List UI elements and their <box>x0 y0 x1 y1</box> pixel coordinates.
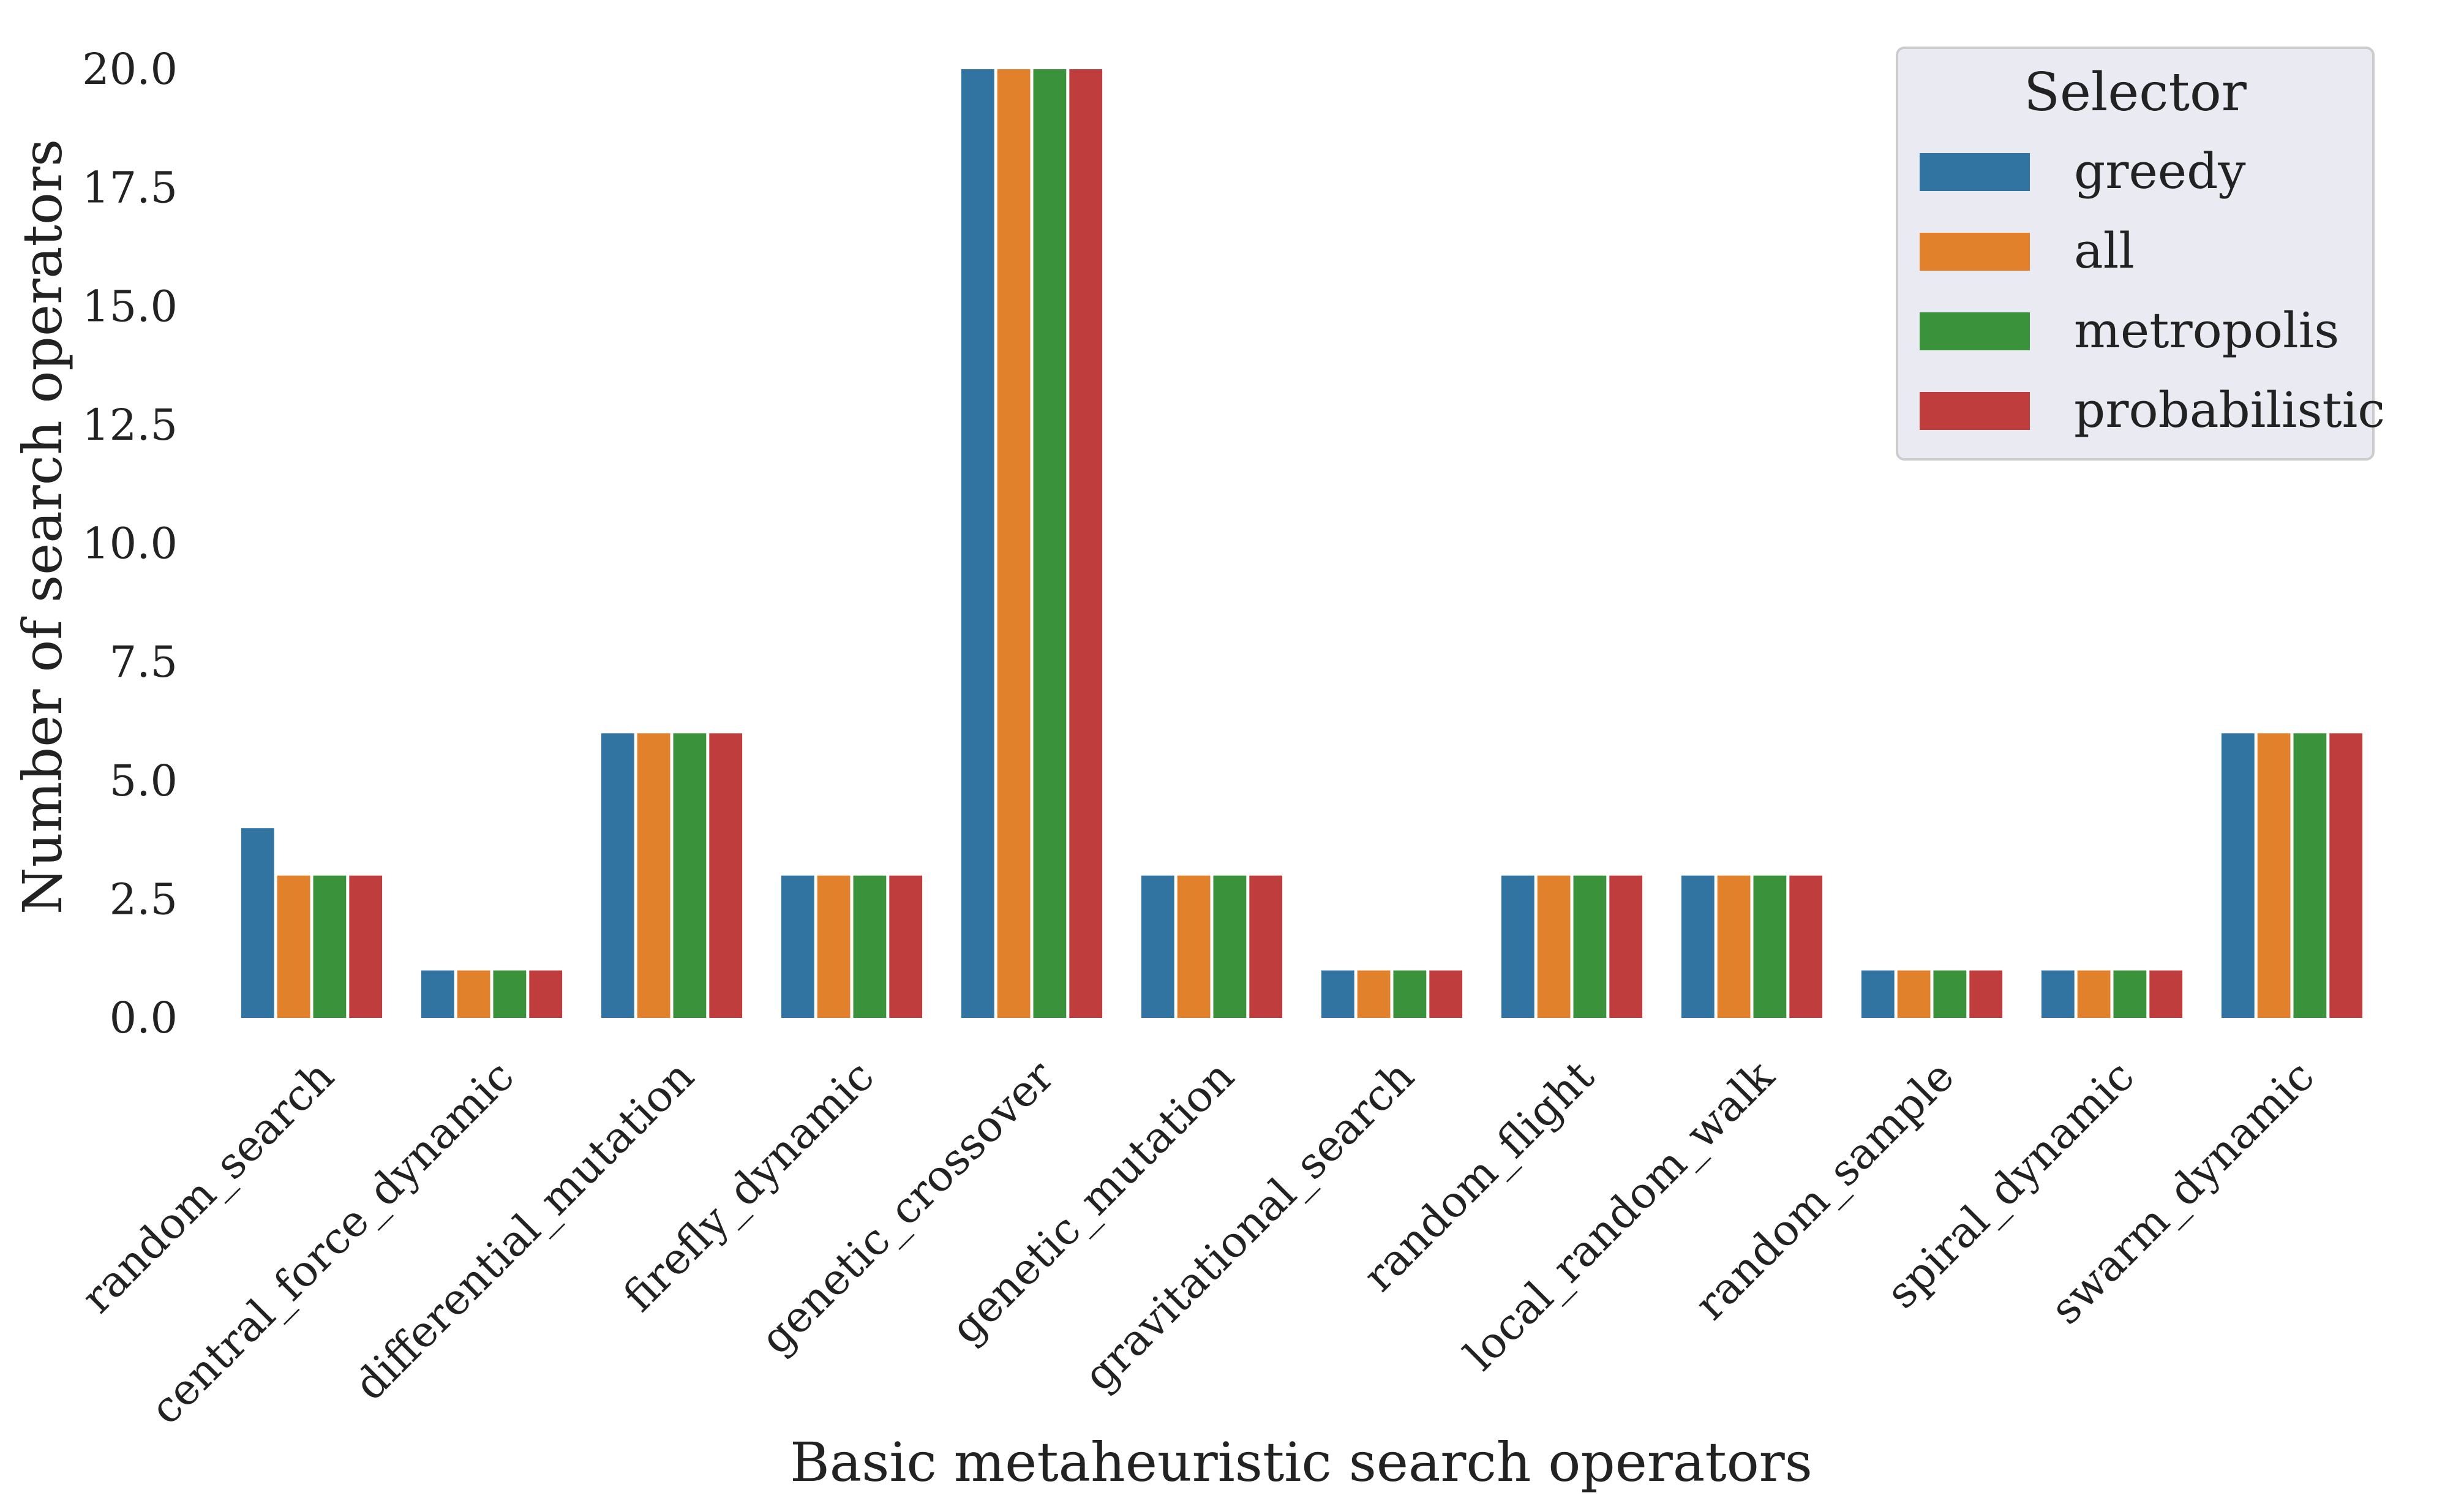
bar-probabilistic-central_force_dynamic <box>529 970 563 1018</box>
bar-metropolis-gravitational_search <box>1393 970 1427 1018</box>
y-axis-label: Number of search operators <box>11 139 74 914</box>
bar-metropolis-swarm_dynamic <box>2293 733 2327 1018</box>
bar-greedy-random_flight <box>1501 875 1534 1018</box>
y-tick-label: 10.0 <box>82 519 178 569</box>
bar-probabilistic-genetic_mutation <box>1249 875 1283 1018</box>
x-axis-ticks: random_searchcentral_force_dynamicdiffer… <box>72 1051 2324 1434</box>
legend-item-greedy[interactable]: greedy <box>1920 143 2246 200</box>
bar-metropolis-central_force_dynamic <box>493 970 527 1018</box>
y-tick-label: 20.0 <box>82 44 178 94</box>
bar-all-firefly_dynamic <box>817 875 851 1018</box>
bar-metropolis-differential_mutation <box>673 733 707 1018</box>
legend-frame <box>1896 47 2375 461</box>
bar-all-random_flight <box>1537 875 1571 1018</box>
bar-probabilistic-random_sample <box>1969 970 2003 1018</box>
bar-all-genetic_mutation <box>1177 875 1211 1018</box>
bar-greedy-local_random_walk <box>1681 875 1715 1018</box>
y-tick-label: 0.0 <box>110 993 178 1043</box>
x-tick-label: local_random_walk <box>1455 1051 1784 1380</box>
x-tick-label: central_force_dynamic <box>140 1051 524 1434</box>
bars-layer <box>241 69 2363 1018</box>
bar-all-random_search <box>277 875 310 1018</box>
bar-greedy-genetic_crossover <box>961 69 994 1018</box>
bar-metropolis-local_random_walk <box>1753 875 1787 1018</box>
bar-all-differential_mutation <box>637 733 670 1018</box>
legend-label-metropolis: metropolis <box>2074 302 2339 359</box>
bar-all-swarm_dynamic <box>2257 733 2291 1018</box>
bar-greedy-central_force_dynamic <box>421 970 454 1018</box>
y-tick-label: 15.0 <box>82 281 178 331</box>
bar-greedy-genetic_mutation <box>1141 875 1174 1018</box>
legend-swatch-metropolis <box>1920 312 2030 350</box>
bar-greedy-gravitational_search <box>1321 970 1354 1018</box>
bar-all-gravitational_search <box>1357 970 1391 1018</box>
y-tick-label: 12.5 <box>82 400 178 450</box>
bar-metropolis-spiral_dynamic <box>2113 970 2147 1018</box>
bar-probabilistic-gravitational_search <box>1429 970 1463 1018</box>
y-tick-label: 2.5 <box>110 874 178 924</box>
legend[interactable]: Selector greedy all metropolis probabilisti… <box>1896 47 2385 461</box>
legend-label-probabilistic: probabilistic <box>2074 382 2385 439</box>
x-tick-label: genetic_crossover <box>751 1051 1064 1364</box>
legend-swatch-probabilistic <box>1920 392 2030 430</box>
x-axis-label: Basic metaheuristic search operators <box>790 1431 1812 1494</box>
bar-metropolis-random_sample <box>1933 970 1967 1018</box>
bar-greedy-differential_mutation <box>601 733 634 1018</box>
bar-probabilistic-swarm_dynamic <box>2329 733 2363 1018</box>
bar-probabilistic-firefly_dynamic <box>889 875 923 1018</box>
y-tick-label: 7.5 <box>110 637 178 687</box>
legend-item-probabilistic[interactable]: probabilistic <box>1920 382 2385 439</box>
bar-metropolis-firefly_dynamic <box>853 875 887 1018</box>
bar-probabilistic-local_random_walk <box>1789 875 1823 1018</box>
y-axis-ticks: 0.0 2.5 5.0 7.5 10.0 12.5 15.0 17.5 20.0 <box>82 44 178 1043</box>
y-tick-label: 5.0 <box>110 756 178 806</box>
bar-probabilistic-genetic_crossover <box>1069 69 1103 1018</box>
legend-title: Selector <box>2024 62 2247 123</box>
bar-probabilistic-random_flight <box>1609 875 1643 1018</box>
x-tick-label: differential_mutation <box>345 1051 704 1410</box>
bar-all-spiral_dynamic <box>2077 970 2111 1018</box>
legend-label-greedy: greedy <box>2074 143 2246 200</box>
bar-all-local_random_walk <box>1717 875 1751 1018</box>
bar-all-central_force_dynamic <box>457 970 490 1018</box>
bar-greedy-spiral_dynamic <box>2041 970 2075 1018</box>
bar-all-random_sample <box>1897 970 1931 1018</box>
bar-all-genetic_crossover <box>997 69 1031 1018</box>
bar-metropolis-genetic_mutation <box>1213 875 1247 1018</box>
legend-label-all: all <box>2074 222 2135 279</box>
bar-probabilistic-differential_mutation <box>709 733 743 1018</box>
legend-swatch-greedy <box>1920 153 2030 191</box>
bar-metropolis-random_flight <box>1573 875 1607 1018</box>
legend-items: greedy all metropolis probabilistic <box>1920 143 2385 439</box>
bar-probabilistic-random_search <box>349 875 383 1018</box>
bar-greedy-swarm_dynamic <box>2221 733 2255 1018</box>
bar-greedy-random_search <box>241 828 274 1018</box>
bar-metropolis-random_search <box>313 875 347 1018</box>
x-tick-label: gravitational_search <box>1074 1051 1424 1401</box>
bar-probabilistic-spiral_dynamic <box>2149 970 2183 1018</box>
bar-greedy-random_sample <box>1861 970 1895 1018</box>
legend-swatch-all <box>1920 233 2030 271</box>
bar-metropolis-genetic_crossover <box>1033 69 1067 1018</box>
legend-item-all[interactable]: all <box>1920 222 2135 279</box>
bar-greedy-firefly_dynamic <box>781 875 814 1018</box>
y-tick-label: 17.5 <box>82 163 178 213</box>
legend-item-metropolis[interactable]: metropolis <box>1920 302 2339 359</box>
